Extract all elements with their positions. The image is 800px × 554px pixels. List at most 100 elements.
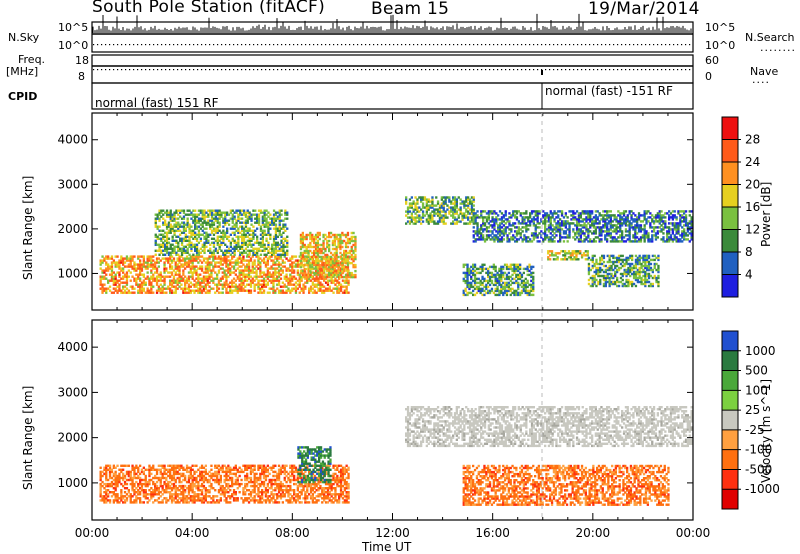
scatter-cell	[508, 216, 511, 219]
scatter-cell	[598, 212, 601, 215]
scatter-cell	[626, 214, 629, 217]
scatter-cell	[210, 225, 214, 228]
scatter-cell	[303, 245, 306, 249]
scatter-cell	[311, 275, 314, 279]
scatter-cell	[187, 257, 191, 260]
scatter-cell	[165, 249, 169, 252]
scatter-cell	[169, 225, 172, 228]
scatter-cell	[442, 204, 445, 207]
scatter-cell	[440, 206, 443, 209]
scatter-cell	[233, 249, 236, 252]
scatter-cell	[309, 255, 312, 259]
scatter-cell	[517, 220, 520, 223]
scatter-cell	[433, 222, 436, 225]
scatter-cell	[634, 220, 637, 223]
nsearch-dot	[257, 44, 259, 46]
scatter-cell	[139, 265, 142, 268]
scatter-cell	[673, 226, 676, 229]
scatter-cell	[173, 211, 176, 214]
scatter-cell	[180, 251, 184, 254]
scatter-cell	[291, 257, 294, 260]
scatter-cell	[346, 271, 350, 275]
scatter-cell	[172, 291, 176, 294]
scatter-cell	[205, 235, 208, 238]
scatter-cell	[602, 224, 605, 227]
nsearch-dot	[573, 44, 575, 46]
scatter-cell	[254, 251, 257, 254]
scatter-cell	[184, 279, 187, 282]
scatter-cell	[289, 259, 292, 262]
scatter-cell	[197, 217, 201, 220]
scatter-cell	[307, 249, 310, 253]
scatter-cell	[165, 225, 169, 228]
scatter-cell	[559, 228, 562, 231]
scatter-cell	[309, 267, 312, 271]
nsearch-dot	[425, 44, 427, 46]
scatter-cell	[272, 221, 276, 224]
scatter-cell	[247, 267, 251, 270]
scatter-cell	[615, 224, 618, 227]
scatter-cell	[323, 269, 326, 272]
scatter-cell	[344, 249, 348, 253]
scatter-cell	[133, 269, 136, 272]
scatter-cell	[127, 289, 130, 292]
scatter-cell	[235, 243, 238, 246]
scatter-cell	[688, 232, 691, 235]
scatter-cell	[101, 269, 104, 272]
scatter-cell	[293, 265, 296, 268]
scatter-cell	[287, 279, 290, 282]
scatter-cell	[339, 289, 343, 292]
scatter-cell	[187, 287, 191, 290]
scatter-cell	[216, 225, 219, 228]
scatter-cell	[268, 275, 271, 278]
scatter-cell	[435, 212, 438, 215]
scatter-cell	[502, 216, 505, 219]
scatter-cell	[259, 273, 262, 276]
scatter-cell	[110, 275, 114, 278]
scatter-cell	[604, 230, 607, 233]
scatter-cell	[352, 257, 355, 261]
scatter-cell	[221, 263, 224, 266]
scatter-cell	[495, 218, 498, 221]
scatter-cell	[331, 243, 335, 247]
scatter-cell	[240, 259, 243, 262]
scatter-cell	[248, 229, 251, 232]
scatter-cell	[307, 259, 310, 263]
scatter-cell	[249, 289, 253, 292]
scatter-cell	[163, 283, 166, 286]
scatter-cell	[305, 249, 308, 253]
scatter-cell	[154, 261, 157, 264]
scatter-cell	[607, 234, 611, 237]
scatter-cell	[131, 259, 134, 262]
scatter-cell	[354, 247, 357, 251]
scatter-cell	[139, 267, 142, 270]
scatter-cell	[233, 211, 236, 214]
scatter-cell	[282, 251, 285, 254]
scatter-cell	[668, 236, 671, 239]
scatter-cell	[256, 239, 259, 242]
scatter-cell	[253, 283, 256, 286]
scatter-cell	[192, 243, 195, 246]
scatter-cell	[464, 287, 467, 291]
scatter-cell	[339, 241, 342, 245]
scatter-cell	[345, 291, 348, 294]
scatter-cell	[169, 219, 172, 222]
scatter-cell	[333, 239, 336, 243]
scatter-cell	[338, 271, 341, 274]
scatter-cell	[174, 271, 177, 274]
scatter-cell	[328, 287, 331, 290]
scatter-cell	[498, 238, 502, 241]
nsearch-dot	[601, 44, 603, 46]
scatter-cell	[247, 265, 251, 268]
scatter-cell	[223, 269, 226, 272]
scatter-cell	[170, 291, 174, 294]
scatter-cell	[313, 249, 316, 253]
scatter-cell	[352, 263, 355, 267]
scatter-cell	[216, 249, 219, 252]
scatter-cell	[272, 249, 276, 252]
scatter-cell	[622, 218, 626, 221]
scatter-cell	[172, 277, 176, 280]
scatter-cell	[160, 249, 163, 252]
scatter-cell	[204, 285, 207, 288]
scatter-cell	[473, 287, 477, 291]
